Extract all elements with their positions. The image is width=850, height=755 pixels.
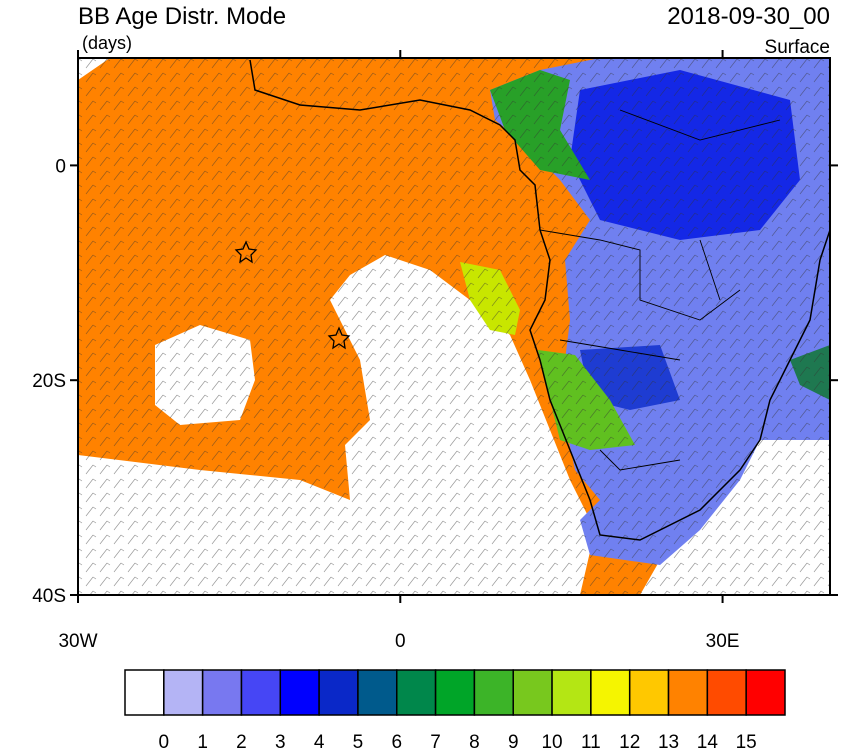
colorbar-box <box>163 669 204 716</box>
plot-frame <box>77 57 831 596</box>
colorbar-label: 12 <box>619 732 640 750</box>
title: BB Age Distr. Mode <box>78 3 286 30</box>
colorbar-label: 2 <box>236 732 247 750</box>
colorbar-label: 15 <box>736 732 757 750</box>
colorbar-label: 7 <box>430 732 441 750</box>
colorbar-label: 0 <box>159 732 170 750</box>
lon-label: 30W <box>58 631 97 652</box>
colorbar-label: 4 <box>314 732 325 750</box>
colorbar-label: 1 <box>197 732 208 750</box>
borders <box>539 109 781 471</box>
colorbar-label: 9 <box>508 732 519 750</box>
site-star <box>234 240 258 264</box>
lon-label: 30E <box>706 631 740 652</box>
colorbar-label: 13 <box>658 732 679 750</box>
lat-label: 20S <box>32 371 66 392</box>
lat-label: 40S <box>32 586 66 607</box>
colorbar-box <box>628 669 670 716</box>
colorbar-box <box>396 669 437 716</box>
wind-barbs <box>78 58 830 595</box>
lon-label: 0 <box>395 631 406 652</box>
colorbar-label: 14 <box>697 732 719 750</box>
level: Surface <box>765 37 830 58</box>
colorbar-box <box>706 669 747 716</box>
colorbar-box <box>434 669 476 716</box>
colorbar-label: 8 <box>469 732 480 750</box>
colorbar-box <box>590 669 631 716</box>
units: (days) <box>82 33 132 53</box>
colorbar-box <box>473 669 514 716</box>
colorbar-box <box>240 669 282 716</box>
lat-label: 0 <box>55 156 66 177</box>
site-star <box>327 326 351 350</box>
colorbar-label: 3 <box>275 732 286 750</box>
colorbar-label: 6 <box>391 732 402 750</box>
map-field <box>78 58 830 595</box>
colorbar-box <box>512 669 553 716</box>
colorbar-label: 11 <box>581 732 601 750</box>
colorbar-box <box>357 669 398 716</box>
colorbar-box <box>318 669 359 716</box>
colorbar-box <box>667 669 709 716</box>
colorbar-box <box>551 669 592 716</box>
axes: 0 20S 40S 30W 0 30E <box>32 50 838 652</box>
colorbar: 0 1 2 3 4 5 6 7 8 9 10 11 12 13 14 15 <box>124 669 786 753</box>
colorbar-box <box>279 669 320 716</box>
colorbar-box <box>745 669 786 716</box>
coastline <box>249 59 830 541</box>
colorbar-box <box>124 669 165 716</box>
date: 2018-09-30_00 <box>667 3 830 30</box>
colorbar-label: 5 <box>353 732 364 750</box>
colorbar-box <box>201 669 243 716</box>
colorbar-label: 10 <box>541 732 562 750</box>
